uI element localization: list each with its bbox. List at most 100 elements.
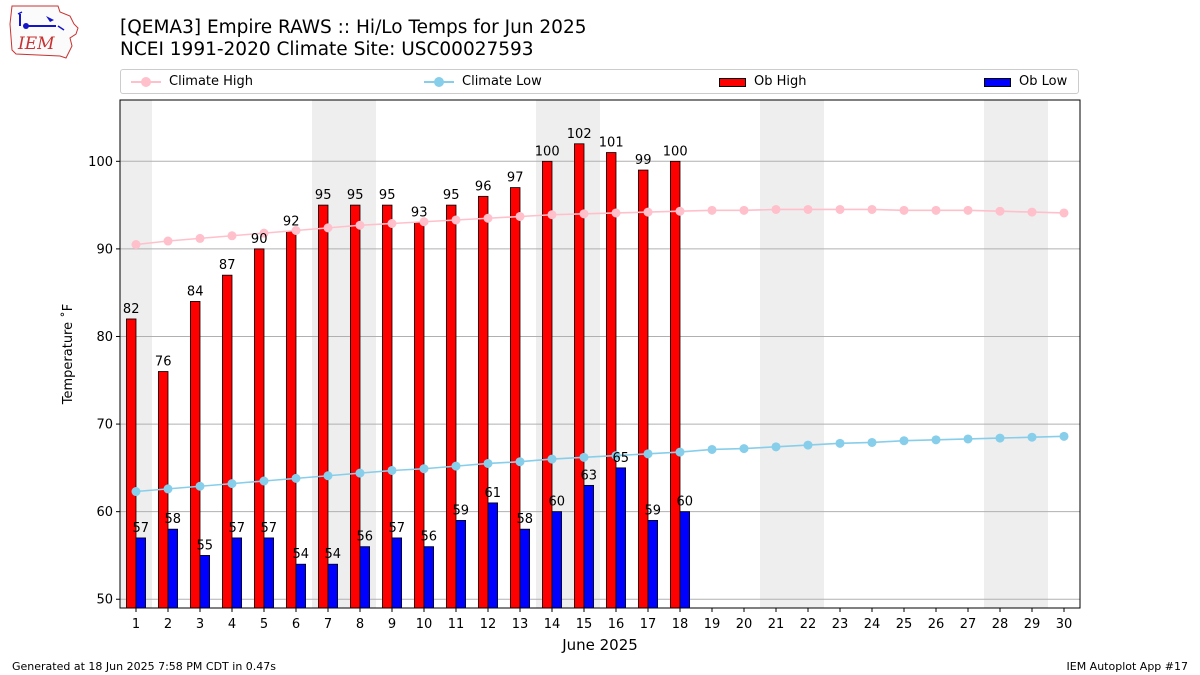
bar-ob-low <box>231 537 243 609</box>
point-climate-high <box>931 205 941 215</box>
label-ob-high: 90 <box>251 232 268 247</box>
x-tick-label: 3 <box>196 617 204 632</box>
bar-ob-high <box>509 187 521 609</box>
weekend-band <box>120 100 152 608</box>
x-tick-label: 8 <box>356 617 364 632</box>
point-climate-low <box>739 444 749 454</box>
y-axis-label: Temperature ˚F <box>60 304 76 405</box>
point-climate-low <box>707 444 717 454</box>
legend-label: Climate High <box>169 74 254 89</box>
bar-ob-high <box>285 230 297 609</box>
label-ob-high: 84 <box>187 284 204 299</box>
bar-ob-high <box>381 204 393 609</box>
weekend-band <box>760 100 792 608</box>
label-ob-low: 55 <box>197 538 214 553</box>
bar-ob-low <box>135 537 147 609</box>
point-climate-high <box>419 217 429 227</box>
point-climate-low <box>195 481 205 491</box>
line-climate-low <box>135 435 1065 493</box>
point-climate-low <box>483 458 493 468</box>
bar-ob-high <box>157 371 169 609</box>
point-climate-high <box>227 231 237 241</box>
legend-item-ob-high: Ob High <box>719 73 807 91</box>
point-climate-high <box>611 208 621 218</box>
point-climate-low <box>227 479 237 489</box>
point-climate-low <box>387 465 397 475</box>
label-ob-low: 65 <box>613 451 630 466</box>
point-climate-high <box>803 204 813 214</box>
point-climate-high <box>451 215 461 225</box>
x-tick-label: 9 <box>388 617 396 632</box>
bar-ob-low <box>423 546 435 609</box>
point-climate-low <box>1059 431 1069 441</box>
x-tick-label: 6 <box>292 617 300 632</box>
legend-marker-climate-low <box>424 73 454 91</box>
label-ob-high: 95 <box>347 188 364 203</box>
weekend-band <box>536 100 568 608</box>
bar-ob-low <box>647 520 659 609</box>
point-climate-low <box>803 440 813 450</box>
label-ob-low: 60 <box>677 495 694 510</box>
y-tick-label: 60 <box>96 505 113 520</box>
label-ob-high: 96 <box>475 179 492 194</box>
y-tick-label: 90 <box>96 242 113 257</box>
legend-marker-ob-high <box>719 77 746 87</box>
bar-ob-high <box>349 204 361 609</box>
x-tick-label: 5 <box>260 617 268 632</box>
bar-ob-high <box>413 222 425 609</box>
point-climate-low <box>163 484 173 494</box>
bar-ob-high <box>670 160 681 609</box>
label-ob-low: 54 <box>293 547 310 562</box>
bar-ob-high <box>542 160 553 609</box>
label-ob-high: 100 <box>535 144 560 159</box>
point-climate-low <box>515 457 525 467</box>
label-ob-high: 99 <box>635 153 652 168</box>
point-climate-low <box>995 433 1005 443</box>
x-tick-label: 11 <box>448 617 465 632</box>
point-climate-low <box>451 461 461 471</box>
bar-ob-high <box>445 204 457 609</box>
point-climate-high <box>291 226 301 236</box>
point-climate-high <box>739 205 749 215</box>
label-ob-low: 58 <box>165 512 182 527</box>
x-axis-label: June 2025 <box>561 636 638 654</box>
legend-label: Ob Low <box>1019 74 1068 89</box>
legend-marker-climate-high <box>131 73 161 91</box>
chart-title: [QEMA3] Empire RAWS :: Hi/Lo Temps for J… <box>120 17 587 38</box>
point-climate-low <box>419 464 429 474</box>
point-climate-low <box>1027 432 1037 442</box>
x-tick-label: 20 <box>736 617 753 632</box>
x-tick-label: 12 <box>480 617 497 632</box>
label-ob-high: 82 <box>123 302 140 317</box>
bar-ob-high <box>638 169 649 609</box>
point-climate-high <box>195 233 205 243</box>
bar-ob-low <box>455 520 467 609</box>
x-tick-label: 15 <box>576 617 593 632</box>
point-climate-high <box>899 205 909 215</box>
bar-ob-low <box>263 537 275 609</box>
label-ob-low: 61 <box>485 486 502 501</box>
label-ob-high: 93 <box>411 206 428 221</box>
bar-ob-low <box>391 537 403 609</box>
label-ob-high: 97 <box>507 171 524 186</box>
point-climate-high <box>547 210 557 220</box>
bar-ob-low <box>679 511 691 609</box>
label-ob-low: 59 <box>453 503 470 518</box>
point-climate-low <box>259 476 269 486</box>
point-climate-low <box>867 437 877 447</box>
label-ob-low: 58 <box>517 512 534 527</box>
x-tick-label: 26 <box>928 617 945 632</box>
legend-item-climate-low: Climate Low <box>424 73 542 91</box>
label-ob-high: 92 <box>283 214 300 229</box>
legend-label: Climate Low <box>462 74 542 89</box>
weekend-band <box>344 100 376 608</box>
x-tick-label: 7 <box>324 617 332 632</box>
legend-item-climate-high: Climate High <box>131 73 253 91</box>
y-tick-label: 50 <box>96 593 113 608</box>
point-climate-high <box>387 218 397 228</box>
x-tick-label: 30 <box>1056 617 1073 632</box>
generated-note: Generated at 18 Jun 2025 7:58 PM CDT in … <box>12 660 277 673</box>
x-tick-label: 16 <box>608 617 625 632</box>
legend-item-ob-low: Ob Low <box>984 73 1067 91</box>
x-tick-label: 23 <box>832 617 849 632</box>
